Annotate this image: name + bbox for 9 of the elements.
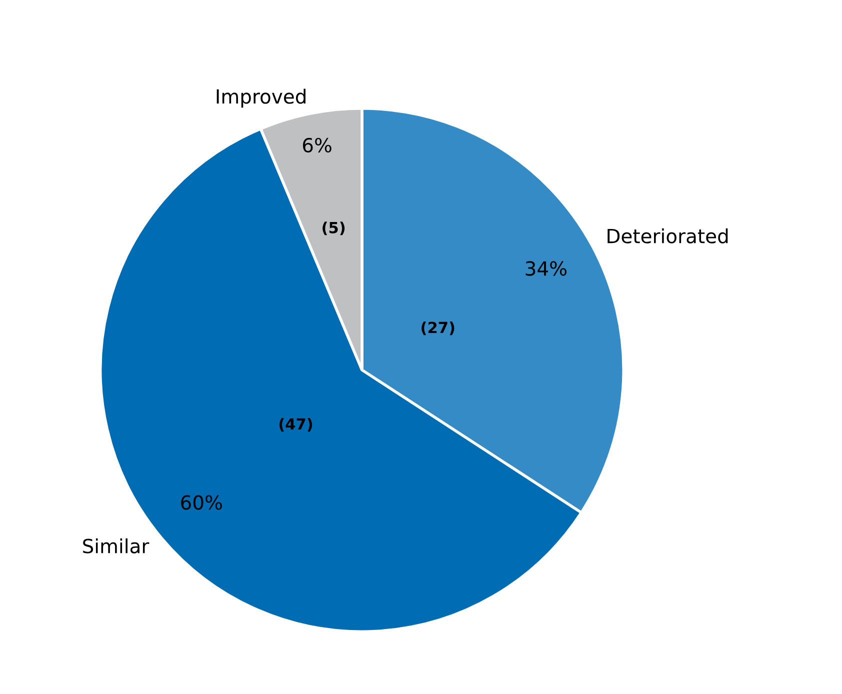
text: 60% — [181, 495, 222, 510]
slice-label: Deteriorated — [608, 228, 728, 244]
data-label: (5) — [322, 222, 345, 236]
text: 34% — [526, 261, 566, 276]
slice-label: Improved — [216, 88, 306, 108]
text: 6% — [302, 138, 332, 153]
slice-label: Similar — [83, 538, 150, 554]
data-label: (27) — [422, 321, 454, 336]
data-label: (47) — [279, 418, 312, 432]
